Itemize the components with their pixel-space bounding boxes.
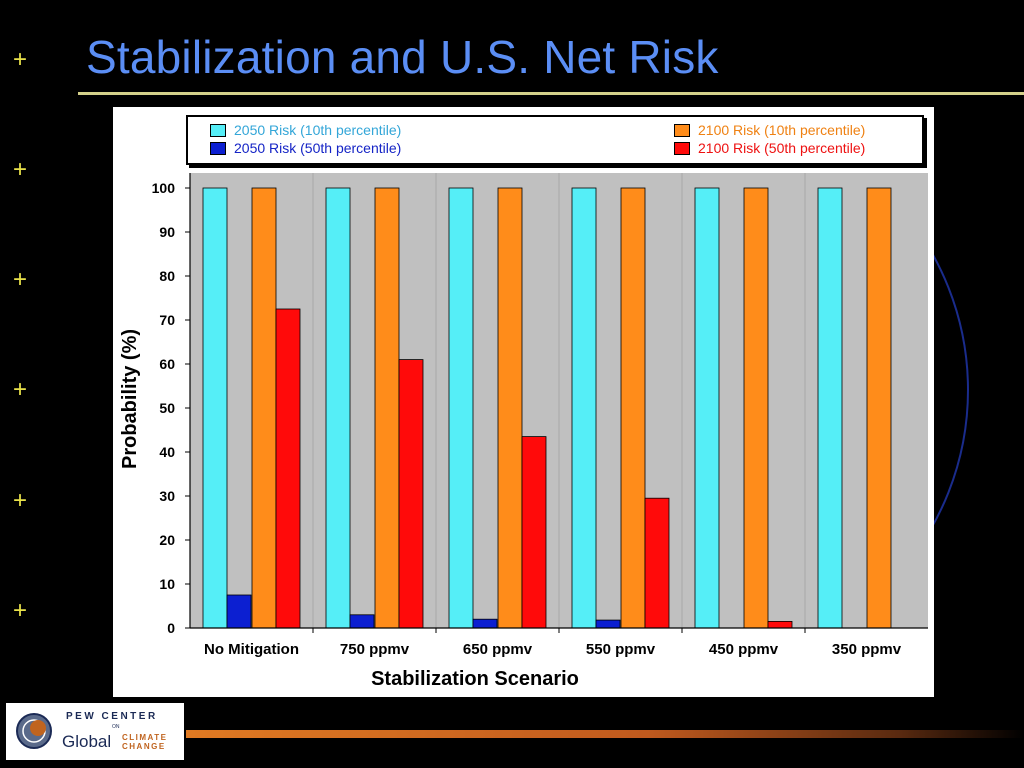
legend-item-2100-10th: 2100 Risk (10th percentile): [674, 121, 865, 139]
y-tick-label: 50: [159, 400, 175, 416]
bar: [497, 187, 523, 629]
chart-legend: 2050 Risk (10th percentile) 2050 Risk (5…: [186, 115, 924, 165]
y-tick-label: 40: [159, 444, 175, 460]
bar: [202, 187, 228, 629]
bar-chart: 0 10 20 30 40 50 60 70 80 90 100 No Mitigation 750 p…: [119, 173, 928, 690]
bar: [817, 187, 843, 629]
y-tick-label: 100: [152, 180, 176, 196]
x-tick-label: No Mitigation: [204, 641, 299, 658]
y-tick-label: 90: [159, 224, 175, 240]
bar: [226, 594, 252, 629]
legend-label: 2050 Risk (50th percentile): [234, 140, 402, 156]
x-axis-title: Stabilization Scenario: [371, 668, 579, 690]
y-tick-label: 20: [159, 532, 175, 548]
legend-label: 2050 Risk (10th percentile): [234, 122, 402, 138]
x-tick-label: 550 ppmv: [586, 641, 656, 658]
legend-swatch: [210, 141, 226, 155]
bar: [743, 187, 769, 629]
y-tick-label: 80: [159, 268, 175, 284]
bar: [472, 618, 498, 629]
x-tick-label: 750 ppmv: [340, 641, 410, 658]
legend-item-2100-50th: 2100 Risk (50th percentile): [674, 139, 865, 157]
y-axis-title: Probability (%): [119, 329, 141, 469]
bar: [595, 619, 621, 629]
bar: [349, 614, 375, 629]
bullet-marker: +: [12, 376, 27, 403]
logo-text-change: CHANGE: [122, 742, 166, 751]
y-tick-label: 30: [159, 488, 175, 504]
chart-panel: 0 10 20 30 40 50 60 70 80 90 100 No Mitigation 750 p…: [113, 107, 934, 697]
bar: [374, 187, 400, 629]
legend-item-2050-10th: 2050 Risk (10th percentile): [210, 121, 401, 139]
footer-accent-bar: [186, 730, 1024, 738]
logo-text-climate: CLIMATE: [122, 733, 168, 742]
y-tick-label: 60: [159, 356, 175, 372]
x-tick-label: 450 ppmv: [709, 641, 779, 658]
logo-text-pew: PEW CENTER: [66, 711, 158, 722]
y-tick-label: 10: [159, 576, 175, 592]
legend-label: 2100 Risk (10th percentile): [698, 122, 866, 138]
bar: [325, 187, 351, 629]
bullet-marker: +: [12, 487, 27, 514]
bar: [866, 187, 892, 629]
legend-swatch: [674, 141, 690, 155]
x-tick-label: 350 ppmv: [832, 641, 902, 658]
legend-swatch: [674, 123, 690, 137]
bullet-marker: +: [12, 156, 27, 183]
pew-center-logo: PEW CENTER ON Global CLIMATE CHANGE: [6, 703, 184, 760]
bar: [620, 187, 646, 629]
logo-text-on: ON: [112, 724, 120, 730]
bar: [571, 187, 597, 629]
bar: [644, 497, 670, 629]
slide-title: Stabilization and U.S. Net Risk: [86, 31, 719, 83]
globe-icon: [16, 713, 52, 749]
bar: [694, 187, 720, 629]
logo-text-climate-change: CLIMATE CHANGE: [122, 733, 167, 751]
legend-item-2050-50th: 2050 Risk (50th percentile): [210, 139, 401, 157]
bar: [251, 187, 277, 629]
bar: [767, 621, 793, 629]
title-divider: [78, 92, 1024, 95]
legend-swatch: [210, 123, 226, 137]
bar: [448, 187, 474, 629]
bar: [275, 308, 301, 629]
bar: [521, 436, 547, 629]
bullet-marker: +: [12, 46, 27, 73]
legend-label: 2100 Risk (50th percentile): [698, 140, 866, 156]
y-tick-label: 0: [167, 620, 175, 636]
logo-text-global: Global: [62, 732, 112, 751]
bullet-marker: +: [12, 597, 27, 624]
y-tick-label: 70: [159, 312, 175, 328]
x-tick-label: 650 ppmv: [463, 641, 533, 658]
bar: [398, 359, 424, 629]
bullet-marker: +: [12, 266, 27, 293]
